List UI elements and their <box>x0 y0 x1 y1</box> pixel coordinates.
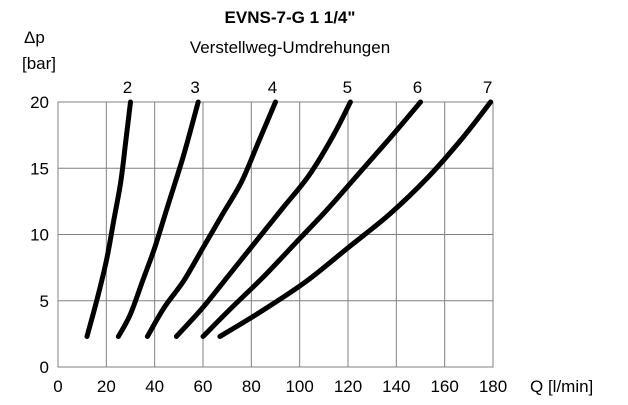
y-tick-label: 10 <box>30 226 49 245</box>
series-label-4: 4 <box>268 78 277 97</box>
y-tick-label: 0 <box>40 358 49 377</box>
x-axis-ticks: 0 20 40 60 80 100 120 140 160 180 <box>53 377 507 396</box>
y-axis-ticks: 0 5 10 15 20 <box>30 93 49 377</box>
series-labels: 2 3 4 5 6 7 <box>123 78 493 97</box>
series-line-6 <box>200 99 423 339</box>
x-tick-label: 100 <box>285 377 313 396</box>
y-tick-label: 15 <box>30 159 49 178</box>
x-tick-label: 80 <box>242 377 261 396</box>
x-tick-label: 0 <box>53 377 62 396</box>
series-line-5 <box>173 99 353 339</box>
series-label-7: 7 <box>483 78 492 97</box>
series-label-3: 3 <box>190 78 199 97</box>
chart-title: EVNS-7-G 1 1/4" <box>225 8 356 27</box>
x-tick-label: 140 <box>382 377 410 396</box>
series-line-4 <box>144 99 278 339</box>
x-tick-label: 120 <box>334 377 362 396</box>
chart-grid <box>57 101 494 368</box>
series-label-2: 2 <box>123 78 132 97</box>
series-label-5: 5 <box>343 78 352 97</box>
x-axis-label: Q [l/min] <box>530 377 593 396</box>
x-tick-label: 40 <box>145 377 164 396</box>
chart-subtitle: Verstellweg-Umdrehungen <box>190 38 390 57</box>
series-line-2 <box>84 99 133 339</box>
series-line-7 <box>217 99 494 339</box>
x-tick-label: 160 <box>430 377 458 396</box>
x-tick-label: 180 <box>479 377 507 396</box>
y-axis-label-unit: [bar] <box>22 54 56 73</box>
x-tick-label: 60 <box>194 377 213 396</box>
y-tick-label: 5 <box>40 292 49 311</box>
y-axis-label-symbol: Δp <box>24 28 45 47</box>
series-group <box>84 99 494 339</box>
y-tick-label: 20 <box>30 93 49 112</box>
series-line-3 <box>115 99 201 339</box>
x-tick-label: 20 <box>97 377 116 396</box>
series-label-6: 6 <box>413 78 422 97</box>
